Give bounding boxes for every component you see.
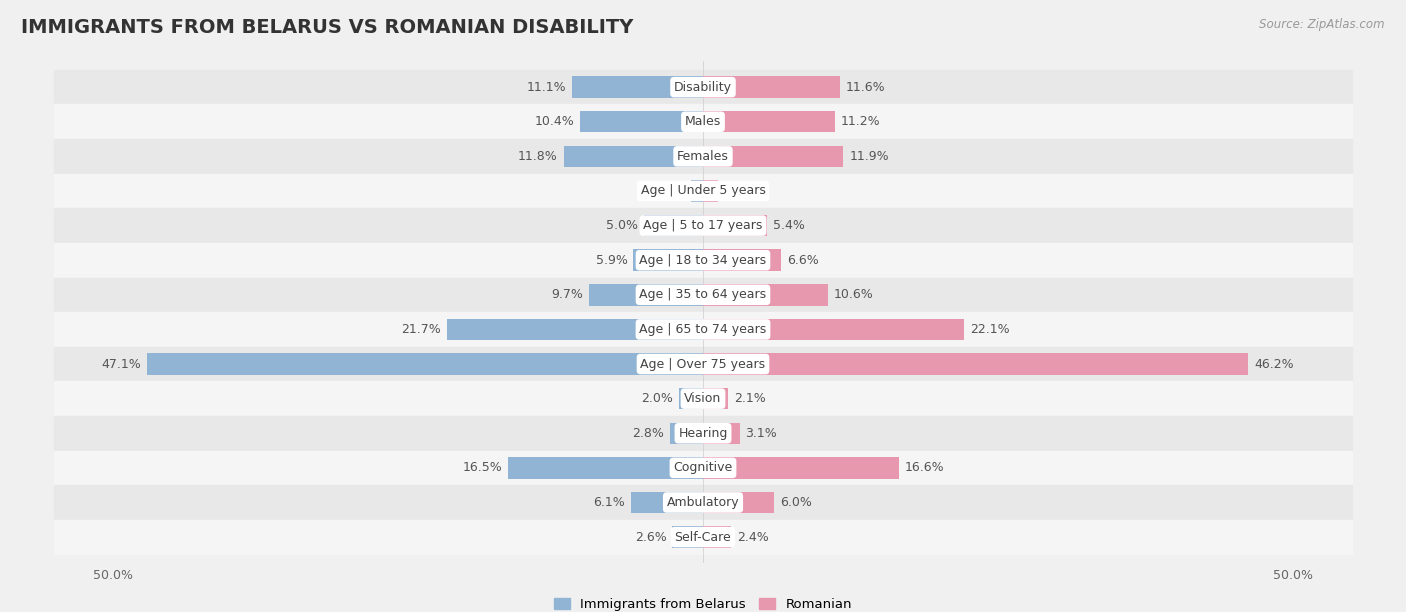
Bar [509, 457, 703, 479]
Text: Ambulatory: Ambulatory [666, 496, 740, 509]
Text: Age | 18 to 34 years: Age | 18 to 34 years [640, 254, 766, 267]
Text: 10.4%: 10.4% [534, 115, 575, 129]
Text: 2.4%: 2.4% [737, 531, 769, 543]
Bar [53, 520, 1353, 554]
Text: Age | 35 to 64 years: Age | 35 to 64 years [640, 288, 766, 301]
Text: Source: ZipAtlas.com: Source: ZipAtlas.com [1260, 18, 1385, 31]
Text: 11.8%: 11.8% [517, 150, 558, 163]
Text: IMMIGRANTS FROM BELARUS VS ROMANIAN DISABILITY: IMMIGRANTS FROM BELARUS VS ROMANIAN DISA… [21, 18, 634, 37]
Bar [53, 347, 1353, 381]
Text: Females: Females [678, 150, 728, 163]
Bar [644, 215, 703, 236]
Text: 6.1%: 6.1% [593, 496, 626, 509]
Bar [703, 181, 718, 202]
Bar [672, 526, 703, 548]
Text: 2.8%: 2.8% [633, 427, 664, 440]
Text: 6.0%: 6.0% [780, 496, 811, 509]
Bar [703, 319, 963, 340]
Text: 46.2%: 46.2% [1254, 357, 1294, 370]
Text: 10.6%: 10.6% [834, 288, 873, 301]
Bar [703, 353, 1249, 375]
Bar [53, 450, 1353, 485]
Bar [589, 284, 703, 305]
Text: 11.1%: 11.1% [526, 81, 567, 94]
Bar [703, 284, 828, 305]
Bar [692, 181, 703, 202]
Bar [53, 105, 1353, 139]
Text: 22.1%: 22.1% [970, 323, 1010, 336]
Bar [703, 388, 728, 409]
Bar [703, 146, 844, 167]
Text: 1.3%: 1.3% [724, 184, 756, 198]
Bar [703, 492, 773, 513]
Legend: Immigrants from Belarus, Romanian: Immigrants from Belarus, Romanian [548, 593, 858, 612]
Bar [703, 250, 780, 271]
Text: Disability: Disability [673, 81, 733, 94]
Bar [703, 215, 766, 236]
Bar [564, 146, 703, 167]
Bar [53, 70, 1353, 105]
Bar [581, 111, 703, 132]
Text: 3.1%: 3.1% [745, 427, 778, 440]
Text: 2.6%: 2.6% [634, 531, 666, 543]
Bar [53, 243, 1353, 277]
Text: 5.0%: 5.0% [606, 219, 638, 232]
Bar [703, 457, 898, 479]
Text: 2.0%: 2.0% [641, 392, 673, 405]
Text: 6.6%: 6.6% [787, 254, 818, 267]
Text: 47.1%: 47.1% [101, 357, 141, 370]
Bar [53, 312, 1353, 347]
Text: 9.7%: 9.7% [551, 288, 582, 301]
Text: 2.1%: 2.1% [734, 392, 765, 405]
Text: Males: Males [685, 115, 721, 129]
Bar [53, 208, 1353, 243]
Bar [669, 422, 703, 444]
Text: 16.6%: 16.6% [905, 461, 945, 474]
Bar [703, 526, 731, 548]
Text: 11.9%: 11.9% [849, 150, 889, 163]
Text: Hearing: Hearing [678, 427, 728, 440]
Text: Age | Under 5 years: Age | Under 5 years [641, 184, 765, 198]
Text: Cognitive: Cognitive [673, 461, 733, 474]
Bar [53, 485, 1353, 520]
Bar [703, 111, 835, 132]
Bar [703, 422, 740, 444]
Bar [53, 139, 1353, 174]
Bar [447, 319, 703, 340]
Bar [633, 250, 703, 271]
Text: 11.6%: 11.6% [846, 81, 886, 94]
Bar [148, 353, 703, 375]
Text: Age | 5 to 17 years: Age | 5 to 17 years [644, 219, 762, 232]
Text: Vision: Vision [685, 392, 721, 405]
Bar [631, 492, 703, 513]
Bar [53, 174, 1353, 208]
Bar [53, 277, 1353, 312]
Text: 1.0%: 1.0% [654, 184, 685, 198]
Text: 16.5%: 16.5% [463, 461, 502, 474]
Bar [703, 76, 839, 98]
Text: Age | Over 75 years: Age | Over 75 years [641, 357, 765, 370]
Bar [679, 388, 703, 409]
Text: 11.2%: 11.2% [841, 115, 880, 129]
Text: Age | 65 to 74 years: Age | 65 to 74 years [640, 323, 766, 336]
Text: Self-Care: Self-Care [675, 531, 731, 543]
Text: 5.4%: 5.4% [773, 219, 804, 232]
Text: 21.7%: 21.7% [401, 323, 441, 336]
Bar [53, 416, 1353, 450]
Bar [53, 381, 1353, 416]
Text: 5.9%: 5.9% [596, 254, 627, 267]
Bar [572, 76, 703, 98]
